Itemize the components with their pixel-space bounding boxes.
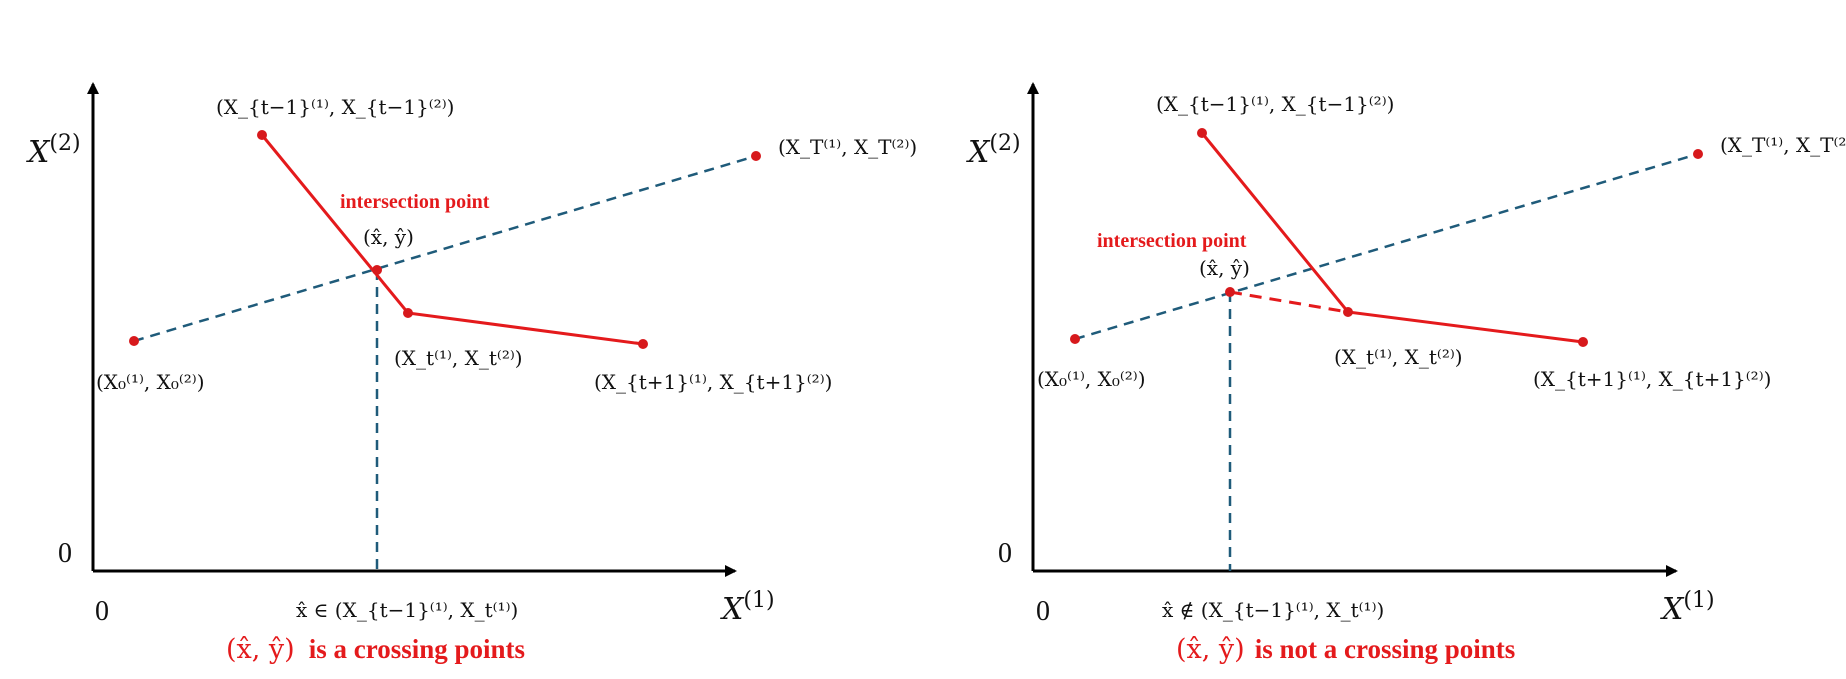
reference-line-right bbox=[1074, 152, 1699, 341]
trajectory-right bbox=[1200, 132, 1584, 344]
label-start-right: (X₀⁽¹⁾, X₀⁽²⁾) bbox=[1037, 367, 1146, 391]
label-end-left: (X_T⁽¹⁾, X_T⁽²⁾) bbox=[778, 135, 917, 159]
label-next-left: (X_{t+1}⁽¹⁾, X_{t+1}⁽²⁾) bbox=[594, 370, 832, 394]
trajectory-left bbox=[260, 134, 644, 346]
origin-x-label-right: 0 bbox=[1036, 596, 1050, 627]
point-t-right bbox=[1343, 307, 1353, 317]
point-start-left bbox=[129, 336, 139, 346]
y-axis-label-left: X(2) bbox=[26, 131, 81, 170]
label-end-right: (X_T⁽¹⁾, X_T⁽²⁾) bbox=[1720, 133, 1846, 157]
point-next-left bbox=[638, 339, 648, 349]
intersection-title-left: intersection point bbox=[340, 191, 490, 213]
label-next-right: (X_{t+1}⁽¹⁾, X_{t+1}⁽²⁾) bbox=[1533, 367, 1771, 391]
point-next-right bbox=[1578, 337, 1588, 347]
point-start-right bbox=[1070, 334, 1080, 344]
point-t-left bbox=[403, 308, 413, 318]
y-axis-label-right: X(2) bbox=[966, 131, 1021, 170]
caption-left: (x̂, ŷ) is a crossing points bbox=[226, 634, 525, 665]
x-axis-label-left: X(1) bbox=[720, 588, 775, 627]
label-t-right: (X_t⁽¹⁾, X_t⁽²⁾) bbox=[1334, 345, 1463, 369]
xhat-condition-right: x̂ ∉ (X_{t−1}⁽¹⁾, X_t⁽¹⁾) bbox=[1162, 598, 1384, 622]
label-start-left: (X₀⁽¹⁾, X₀⁽²⁾) bbox=[96, 370, 205, 394]
origin-y-label-right: 0 bbox=[998, 538, 1012, 569]
intersection-label-right: (x̂, ŷ) bbox=[1199, 256, 1250, 280]
intersection-title-right: intersection point bbox=[1097, 230, 1247, 252]
intersection-label-left: (x̂, ŷ) bbox=[363, 225, 414, 249]
origin-y-label-left: 0 bbox=[58, 538, 72, 569]
reference-line-left bbox=[133, 154, 757, 343]
point-prev-left bbox=[257, 130, 267, 140]
xhat-condition-left: x̂ ∈ (X_{t−1}⁽¹⁾, X_t⁽¹⁾) bbox=[296, 598, 518, 622]
origin-x-label-left: 0 bbox=[95, 596, 109, 627]
panel-left: X(2) X(1) 0 0 (X_{t−1}⁽¹⁾, X_{t−1}⁽²⁾) (… bbox=[26, 82, 917, 665]
x-axis-label-right: X(1) bbox=[1660, 588, 1715, 627]
intersection-point-right bbox=[1225, 287, 1235, 297]
point-prev-right bbox=[1197, 128, 1207, 138]
trajectory-extension-right bbox=[1229, 290, 1349, 314]
point-end-left bbox=[751, 151, 761, 161]
label-t-left: (X_t⁽¹⁾, X_t⁽²⁾) bbox=[394, 346, 523, 370]
intersection-point-left bbox=[372, 265, 382, 275]
label-prev-left: (X_{t−1}⁽¹⁾, X_{t−1}⁽²⁾) bbox=[216, 95, 454, 119]
point-end-right bbox=[1693, 149, 1703, 159]
panel-right: X(2) X(1) 0 0 (X_{t−1}⁽¹⁾, X_{t−1}⁽²⁾) (… bbox=[966, 82, 1846, 665]
caption-right: (x̂, ŷ) is not a crossing points bbox=[1176, 634, 1515, 665]
label-prev-right: (X_{t−1}⁽¹⁾, X_{t−1}⁽²⁾) bbox=[1156, 92, 1394, 116]
